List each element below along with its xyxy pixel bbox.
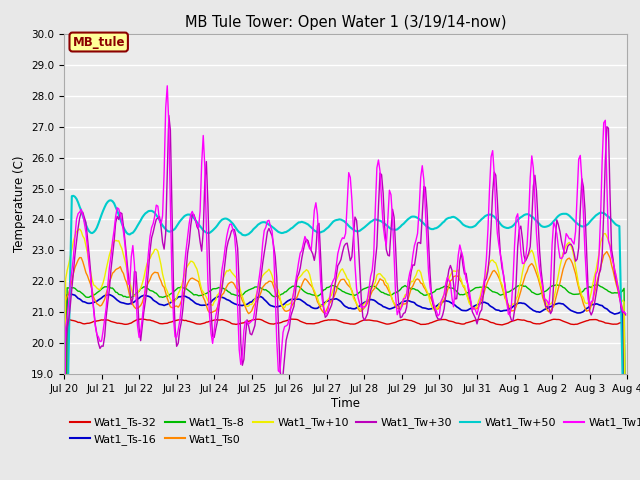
Y-axis label: Temperature (C): Temperature (C) xyxy=(13,156,26,252)
Text: MB_tule: MB_tule xyxy=(72,36,125,48)
Legend: Wat1_Ts-32, Wat1_Ts-16, Wat1_Ts-8, Wat1_Ts0, Wat1_Tw+10, Wat1_Tw+30, Wat1_Tw+50,: Wat1_Ts-32, Wat1_Ts-16, Wat1_Ts-8, Wat1_… xyxy=(70,418,640,445)
X-axis label: Time: Time xyxy=(331,397,360,410)
Title: MB Tule Tower: Open Water 1 (3/19/14-now): MB Tule Tower: Open Water 1 (3/19/14-now… xyxy=(185,15,506,30)
